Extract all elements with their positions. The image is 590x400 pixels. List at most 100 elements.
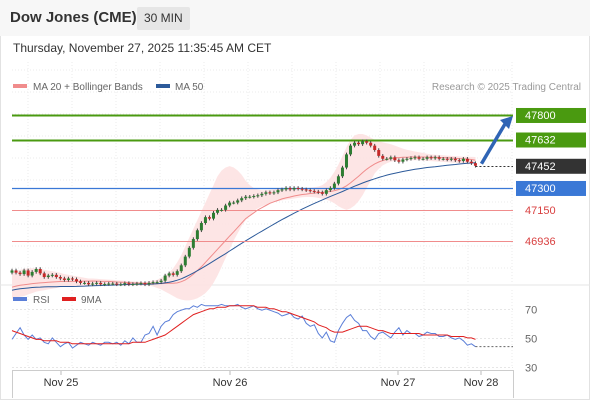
ma20-line (11, 156, 476, 288)
candle-body (397, 160, 401, 162)
rsi-tick-label: 70 (525, 305, 537, 317)
candle-body (199, 223, 203, 231)
candle-body (70, 278, 74, 280)
candle-body (280, 189, 284, 191)
candle-body (22, 270, 26, 275)
level-label: 47150 (525, 205, 556, 217)
candle-body (457, 160, 461, 162)
projection-arrow-shaft (479, 123, 507, 165)
candle-body (369, 142, 373, 146)
candle-body (445, 158, 449, 160)
rsi-line (11, 303, 476, 349)
candle-body (252, 196, 256, 197)
candle-body (324, 190, 328, 194)
candle-body (131, 284, 135, 286)
candle-body (381, 155, 385, 159)
candle-body (42, 273, 46, 278)
candle-body (54, 274, 58, 278)
level-label: 47632 (525, 135, 556, 147)
candle-body (151, 282, 155, 284)
candle-body (461, 158, 465, 161)
candle-body (296, 187, 300, 189)
candle-body (203, 217, 207, 224)
candle-body (195, 230, 199, 240)
instrument-title: Dow Jones (CME) (10, 9, 137, 26)
candle-body (10, 270, 14, 273)
candle-body (332, 183, 336, 188)
candle-body (272, 192, 276, 194)
candle-body (135, 283, 139, 285)
candle-body (34, 268, 38, 272)
level-label-box (516, 180, 586, 196)
candle-body (14, 270, 18, 273)
timeframe-button[interactable]: 30 MIN (137, 7, 190, 30)
candle-body (74, 279, 78, 282)
candle-body (127, 283, 131, 285)
candle-body (276, 190, 280, 193)
level-label: 47800 (525, 110, 556, 122)
candle-body (155, 282, 159, 284)
candle-body (143, 283, 147, 285)
candle-body (58, 277, 62, 279)
rsi-ma-legend-swatch (62, 297, 76, 301)
rsi-legend-label: RSI (33, 295, 50, 306)
candle-body (179, 265, 183, 272)
level-label-box (516, 158, 586, 174)
x-tick-label: Nov 27 (381, 377, 416, 389)
candle-body (449, 158, 453, 160)
candle-body (405, 158, 409, 160)
level-label: 47452 (525, 161, 556, 173)
candle-body (256, 195, 260, 197)
candle-body (83, 282, 87, 284)
chart-datetime: Thursday, November 27, 2025 11:35:45 AM … (13, 41, 272, 55)
candle-body (429, 157, 433, 159)
candle-body (413, 157, 417, 159)
candle-body (312, 190, 316, 192)
level-label-box (516, 107, 586, 123)
candle-body (95, 282, 99, 284)
candle-body (139, 283, 143, 285)
x-tick-label: Nov 25 (44, 377, 79, 389)
credit-text: Research © 2025 Trading Central (432, 82, 581, 93)
candle-body (292, 187, 296, 190)
level-label: 46936 (525, 236, 556, 248)
candle-body (344, 154, 348, 168)
candle-body (393, 157, 397, 161)
candle-body (79, 281, 83, 283)
candle-body (99, 282, 103, 285)
candle-body (357, 142, 361, 145)
candle-body (320, 192, 324, 194)
candle-body (365, 141, 369, 143)
ma50-line (11, 162, 476, 291)
candle-body (336, 176, 340, 184)
rsi-ma-legend-label: 9MA (81, 295, 102, 306)
candle-body (18, 272, 22, 275)
candle-body (50, 274, 54, 276)
candle-body (260, 193, 264, 196)
candle-body (248, 196, 252, 198)
level-label: 47300 (525, 183, 556, 195)
candle-body (46, 275, 50, 278)
candle-body (389, 157, 393, 159)
candle-body (107, 283, 111, 285)
candle-body (111, 283, 115, 285)
candle-body (469, 161, 473, 164)
candle-body (417, 157, 421, 159)
candle-body (216, 209, 220, 213)
candle-body (373, 145, 377, 151)
candle-body (123, 283, 127, 285)
candle-body (66, 278, 70, 280)
candle-body (220, 209, 224, 211)
candle-body (236, 200, 240, 203)
candle-body (244, 196, 248, 199)
candle-body (163, 275, 167, 281)
candle-body (115, 283, 119, 285)
candle-body (340, 167, 344, 177)
candle-body (224, 205, 228, 210)
candle-body (425, 157, 429, 159)
candle-body (421, 158, 425, 160)
rsi-tick-label: 30 (525, 363, 537, 375)
candle-body (191, 239, 195, 248)
level-label-box (516, 132, 586, 148)
candle-body (284, 187, 288, 190)
